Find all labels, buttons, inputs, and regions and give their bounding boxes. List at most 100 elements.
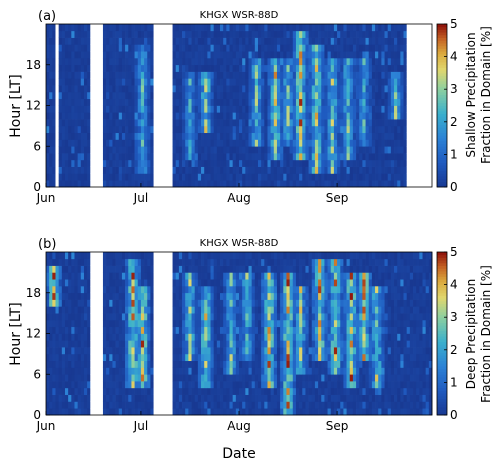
heatmap-cell xyxy=(204,58,208,65)
heatmap-cell xyxy=(258,252,262,259)
heatmap-cell xyxy=(109,133,113,140)
heatmap-cell xyxy=(261,259,265,266)
heatmap-cell xyxy=(302,99,306,106)
heatmap-cell xyxy=(296,259,300,266)
heatmap-cell xyxy=(271,24,275,31)
heatmap-cell xyxy=(46,408,50,415)
heatmap-cell xyxy=(138,306,142,313)
heatmap-cell xyxy=(154,320,158,327)
heatmap-cell xyxy=(122,259,126,266)
heatmap-cell xyxy=(391,173,395,180)
heatmap-cell xyxy=(277,153,281,160)
heatmap-cell xyxy=(239,401,243,408)
heatmap-cell xyxy=(214,24,218,31)
heatmap-cell xyxy=(78,51,82,58)
heatmap-cell xyxy=(214,153,218,160)
heatmap-cell xyxy=(119,286,123,293)
heatmap-cell xyxy=(141,259,145,266)
heatmap-cell xyxy=(59,106,63,113)
heatmap-cell xyxy=(109,85,113,92)
heatmap-cell xyxy=(334,72,338,79)
heatmap-cell xyxy=(214,58,218,65)
heatmap-cell xyxy=(271,279,275,286)
heatmap-cell xyxy=(100,374,104,381)
heatmap-cell xyxy=(293,381,297,388)
heatmap-cell xyxy=(267,327,271,334)
colorbar-segment xyxy=(437,76,447,79)
heatmap-cell xyxy=(141,334,145,341)
heatmap-cell xyxy=(413,160,417,167)
heatmap-cell xyxy=(122,395,126,402)
heatmap-cell xyxy=(385,126,389,133)
heatmap-cell xyxy=(166,146,170,153)
heatmap-cell xyxy=(407,153,411,160)
heatmap-cell xyxy=(312,112,316,119)
heatmap-cell xyxy=(81,334,85,341)
heatmap-cell xyxy=(350,58,354,65)
heatmap-cell xyxy=(220,160,224,167)
heatmap-cell xyxy=(426,78,430,85)
heatmap-cell xyxy=(309,58,313,65)
heatmap-cell xyxy=(252,85,256,92)
heatmap-cell xyxy=(192,313,196,320)
heatmap-cell xyxy=(173,173,177,180)
heatmap-cell xyxy=(334,44,338,51)
heatmap-cell xyxy=(90,173,94,180)
heatmap-cell xyxy=(214,313,218,320)
heatmap-cell xyxy=(100,153,104,160)
heatmap-cell xyxy=(201,320,205,327)
heatmap-cell xyxy=(305,160,309,167)
heatmap-cell xyxy=(109,381,113,388)
heatmap-cell xyxy=(410,65,414,72)
heatmap-cell xyxy=(59,167,63,174)
heatmap-cell xyxy=(81,361,85,368)
heatmap-cell xyxy=(87,340,91,347)
heatmap-cell xyxy=(207,85,211,92)
heatmap-cell xyxy=(239,78,243,85)
heatmap-cell xyxy=(138,44,142,51)
heatmap-cell xyxy=(290,126,294,133)
heatmap-cell xyxy=(217,388,221,395)
heatmap-cell xyxy=(220,320,224,327)
heatmap-cell xyxy=(169,173,173,180)
heatmap-cell xyxy=(122,401,126,408)
heatmap-cell xyxy=(109,266,113,273)
heatmap-cell xyxy=(71,306,75,313)
heatmap-cell xyxy=(74,286,78,293)
heatmap-cell xyxy=(400,85,404,92)
heatmap-cell xyxy=(74,361,78,368)
heatmap-cell xyxy=(328,119,332,126)
heatmap-cell xyxy=(372,85,376,92)
heatmap-cell xyxy=(230,388,234,395)
heatmap-cell xyxy=(340,139,344,146)
heatmap-cell xyxy=(261,367,265,374)
heatmap-cell xyxy=(423,51,427,58)
heatmap-cell xyxy=(236,167,240,174)
heatmap-cell xyxy=(233,24,237,31)
heatmap-cell xyxy=(141,72,145,79)
heatmap-cell xyxy=(157,293,161,300)
heatmap-cell xyxy=(125,293,129,300)
heatmap-cell xyxy=(135,153,139,160)
heatmap-cell xyxy=(116,99,120,106)
heatmap-cell xyxy=(230,153,234,160)
heatmap-cell xyxy=(245,293,249,300)
heatmap-cell xyxy=(258,153,262,160)
heatmap-cell xyxy=(59,367,63,374)
heatmap-cell xyxy=(185,272,189,279)
heatmap-cell xyxy=(394,153,398,160)
heatmap-cell xyxy=(169,300,173,307)
heatmap-cell xyxy=(274,252,278,259)
heatmap-cell xyxy=(277,44,281,51)
heatmap-cell xyxy=(97,31,101,38)
heatmap-cell xyxy=(277,259,281,266)
heatmap-cell xyxy=(81,139,85,146)
heatmap-cell xyxy=(154,361,158,368)
heatmap-cell xyxy=(334,92,338,99)
heatmap-cell xyxy=(356,85,360,92)
heatmap-cell xyxy=(106,286,110,293)
heatmap-cell xyxy=(410,167,414,174)
heatmap-cell xyxy=(407,112,411,119)
heatmap-cell xyxy=(100,300,104,307)
heatmap-cell xyxy=(119,85,123,92)
